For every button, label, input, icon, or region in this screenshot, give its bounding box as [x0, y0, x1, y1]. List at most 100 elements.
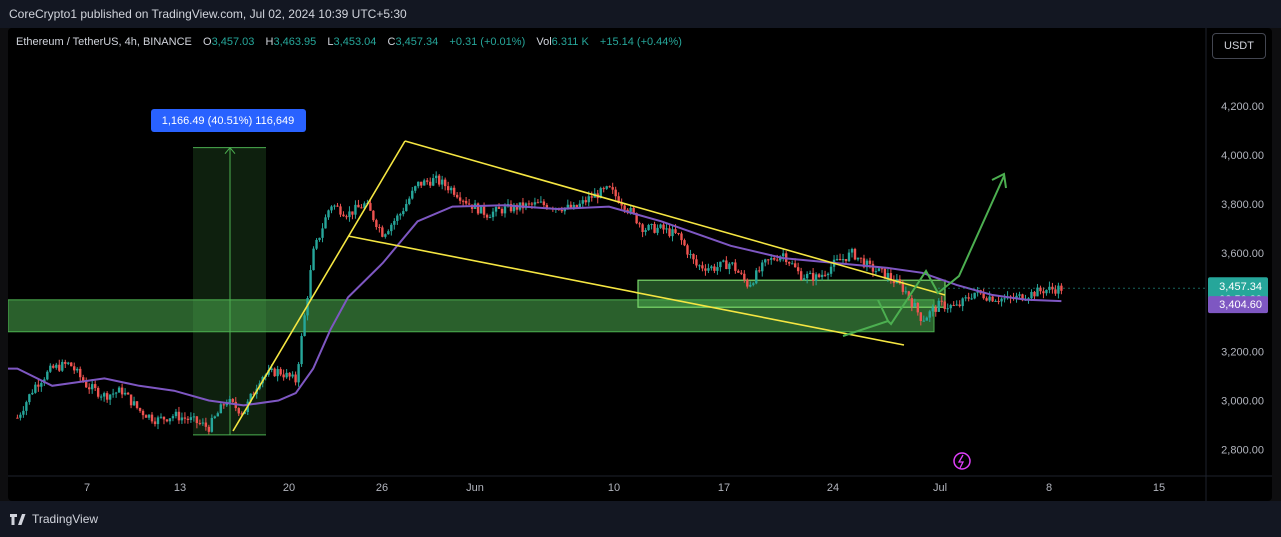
candle [189, 417, 193, 420]
candle [659, 224, 662, 228]
candle [225, 403, 228, 406]
currency-button[interactable]: USDT [1212, 33, 1266, 59]
candle [940, 300, 943, 302]
candle [165, 419, 169, 422]
symbol-title[interactable]: Ethereum / TetherUS, 4h, BINANCE [16, 36, 192, 48]
candle [752, 283, 755, 285]
candle [692, 254, 695, 260]
candle [198, 423, 202, 425]
candle [231, 399, 234, 402]
candle [635, 213, 638, 224]
candle [52, 365, 55, 368]
candle [773, 258, 776, 260]
candle [1045, 289, 1048, 294]
candle [844, 258, 848, 262]
candle [880, 268, 884, 270]
candle [952, 305, 955, 307]
candle [387, 231, 390, 235]
candle [219, 404, 223, 414]
support-zone [8, 299, 935, 333]
candle [458, 197, 462, 201]
candle [614, 189, 617, 197]
candle [147, 414, 151, 418]
candle [668, 228, 671, 237]
candle [46, 371, 49, 380]
candle [300, 336, 303, 365]
candle [252, 393, 255, 395]
candle [437, 175, 441, 185]
candle [82, 377, 85, 382]
candle [291, 374, 294, 377]
candle [1021, 294, 1024, 301]
candle [384, 234, 387, 237]
candle [904, 291, 908, 293]
x-tick-label: Jun [466, 482, 484, 494]
candle [934, 307, 937, 312]
chart-panel[interactable]: 1,166.49 (40.51%) 116,649 2,800.00 3,000.0… [8, 28, 1272, 501]
candle [581, 200, 584, 204]
candle [512, 204, 516, 212]
candle [1060, 285, 1063, 291]
candle [354, 204, 357, 215]
candle [823, 274, 827, 276]
candle [28, 394, 31, 403]
candle [853, 248, 857, 260]
candle [728, 263, 731, 270]
tradingview-brand[interactable]: TradingView [32, 512, 99, 526]
candle [922, 320, 925, 322]
x-tick-label: 10 [608, 482, 620, 494]
candle [937, 300, 940, 312]
candle [153, 421, 157, 425]
candle [315, 239, 318, 249]
candle [796, 267, 800, 272]
candle [381, 227, 384, 237]
open-label: O [203, 36, 212, 48]
candle [722, 260, 725, 262]
candle [811, 272, 815, 281]
candle [461, 200, 465, 202]
candle [171, 416, 175, 419]
candle [294, 374, 297, 383]
candle [449, 187, 453, 191]
candle [653, 224, 656, 233]
candle [455, 194, 459, 198]
candle [228, 399, 231, 404]
candle [285, 372, 288, 378]
candle [420, 181, 423, 186]
projection-segment [877, 299, 889, 322]
candle [129, 394, 133, 406]
candle [195, 416, 199, 424]
candle [363, 203, 366, 209]
y-tick-label: 3,200.00 [1221, 346, 1264, 358]
candle [584, 200, 587, 203]
x-tick-label: 20 [283, 482, 295, 494]
candle [907, 291, 911, 299]
x-tick-label: 15 [1153, 482, 1165, 494]
candle [761, 262, 764, 272]
candle [417, 181, 420, 187]
candle [674, 229, 677, 233]
candle [105, 393, 109, 400]
candle [1033, 291, 1036, 297]
candle [156, 417, 160, 425]
candle [767, 259, 770, 261]
candle [871, 263, 875, 272]
candle [560, 210, 564, 212]
candle [434, 175, 438, 179]
candle [988, 296, 991, 301]
candle [749, 284, 752, 287]
candle [841, 258, 845, 261]
candle [787, 262, 791, 264]
candle [850, 248, 854, 253]
candle [144, 415, 148, 418]
candle [731, 262, 734, 264]
published-header: CoreCrypto1 published on TradingView.com… [0, 0, 1281, 28]
candle [399, 214, 402, 216]
candle [590, 196, 593, 198]
candle [1051, 286, 1054, 290]
candle [916, 303, 920, 313]
measure-arrow-head [224, 146, 236, 154]
candle [123, 392, 127, 395]
candle [1054, 289, 1057, 294]
price-chart[interactable]: 1,166.49 (40.51%) 116,649 2,800.00 3,000.0… [8, 28, 1272, 501]
